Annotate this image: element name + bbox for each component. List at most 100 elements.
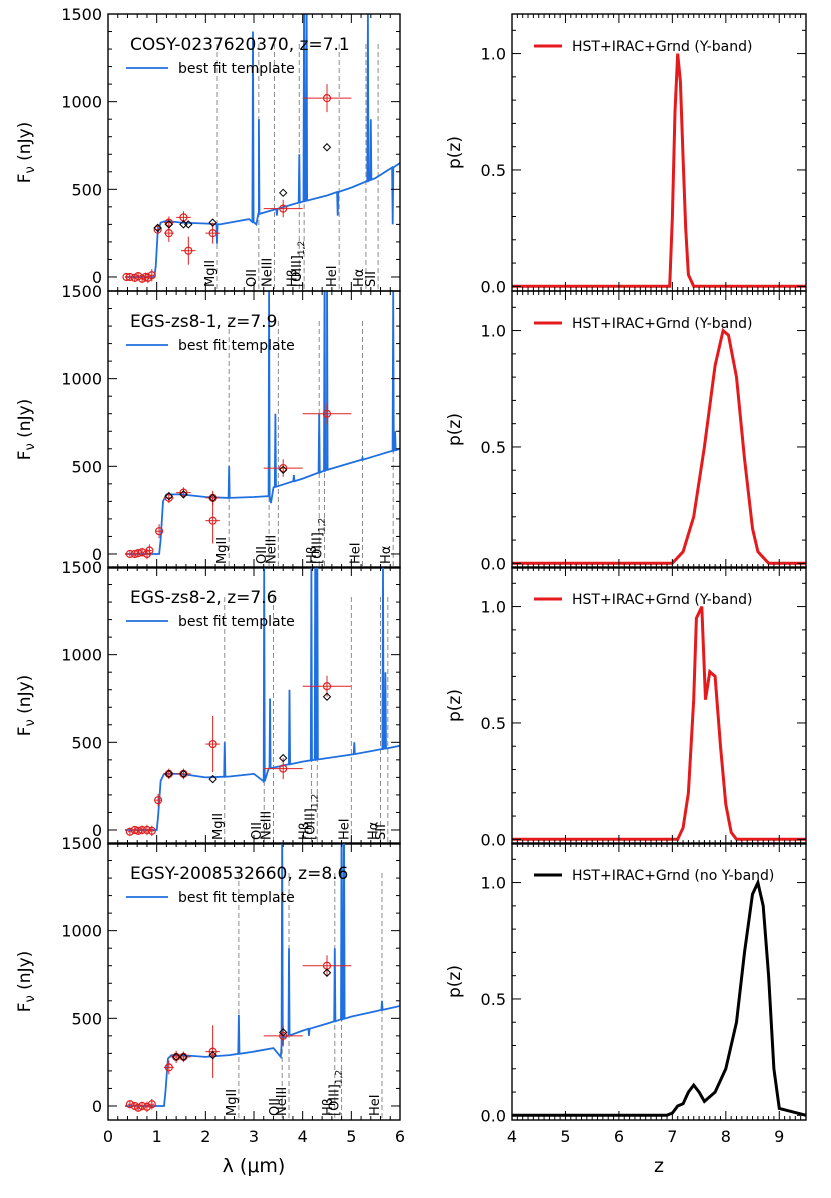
emission-line-label: NeIII bbox=[260, 258, 275, 287]
best-fit-template-line bbox=[125, 14, 400, 278]
emission-line-label: Hβ bbox=[297, 822, 312, 840]
photometry-marker bbox=[125, 272, 134, 282]
photometry-point bbox=[163, 1060, 174, 1075]
emission-line-label: [OIII]1,2 bbox=[328, 1070, 345, 1116]
photometry-point bbox=[147, 269, 156, 282]
photometry-point bbox=[154, 794, 163, 807]
emission-line-label: NeIII bbox=[275, 1087, 290, 1116]
best-fit-template-line bbox=[125, 567, 400, 831]
photometry-marker bbox=[142, 825, 152, 835]
photometry-marker bbox=[208, 516, 217, 525]
photometry-marker bbox=[164, 218, 173, 227]
emission-line-label: Hα bbox=[367, 822, 382, 840]
pz-y-axis-label: p(z) bbox=[445, 413, 465, 446]
y-tick-label: 1000 bbox=[61, 370, 102, 389]
photometry-marker bbox=[153, 225, 162, 234]
sed-x-axis-label: λ (μm) bbox=[223, 1155, 286, 1177]
model-flux-marker bbox=[278, 1028, 288, 1037]
y-tick-label: 1500 bbox=[61, 282, 102, 301]
photometry-point bbox=[205, 716, 220, 773]
emission-line-label: OII bbox=[255, 546, 270, 564]
photometry-marker bbox=[147, 271, 156, 280]
photometry-marker bbox=[208, 229, 217, 238]
emission-line-label: Hα bbox=[379, 546, 394, 564]
y-tick-label: 0 bbox=[92, 268, 102, 287]
model-flux-marker bbox=[164, 491, 174, 501]
pz-plot-area bbox=[512, 327, 806, 565]
x-tick-label: 1 bbox=[152, 1127, 162, 1146]
emission-line-label: [OIII]1,2 bbox=[311, 518, 328, 564]
legend-label: HST+IRAC+Grnd (Y-band) bbox=[572, 316, 752, 332]
photometry-marker bbox=[145, 546, 154, 555]
x-tick-label: 5 bbox=[346, 1127, 356, 1146]
pz-y-axis-label: p(z) bbox=[445, 965, 465, 998]
emission-line-label: Hα bbox=[352, 269, 367, 287]
emission-line-label: SII bbox=[374, 824, 389, 840]
emission-line-label: MgII bbox=[225, 1089, 240, 1116]
axis-frame bbox=[107, 566, 401, 845]
model-flux-marker bbox=[208, 493, 217, 503]
model-flux-marker bbox=[164, 769, 174, 779]
model-flux-marker bbox=[179, 769, 188, 779]
model-flux-marker bbox=[208, 1050, 217, 1060]
sed-y-axis-label: Fν (nJy) bbox=[15, 399, 38, 461]
y-tick-label: 1000 bbox=[61, 93, 102, 112]
emission-line-label: SII bbox=[364, 271, 379, 287]
x-tick-label: 8 bbox=[721, 1127, 731, 1146]
model-flux-marker bbox=[208, 774, 217, 784]
photometry-marker bbox=[279, 463, 288, 473]
y-tick-label: 0.5 bbox=[481, 438, 506, 457]
pz-panel: 0.0 0.5 1.0 HST+IRAC+Grnd (Y-band) p(z) bbox=[445, 13, 807, 296]
model-flux-marker bbox=[179, 220, 188, 229]
photometry-marker bbox=[279, 1031, 288, 1040]
photometry-marker bbox=[322, 94, 332, 103]
emission-line-label: NeIII bbox=[264, 535, 279, 564]
x-tick-label: 2 bbox=[200, 1127, 210, 1146]
photometry-marker bbox=[322, 409, 332, 418]
model-flux-marker bbox=[278, 465, 288, 475]
pz-y-axis-label: p(z) bbox=[445, 689, 465, 722]
pz-panel: 0.0 0.5 1.0 4 5 6 7 8 9 HST+IRAC+Grnd (no Y-band)… bbox=[445, 842, 807, 1146]
x-tick-label: 5 bbox=[560, 1127, 570, 1146]
emission-line-label: HeI bbox=[337, 818, 352, 840]
y-tick-label: 1.0 bbox=[481, 874, 506, 893]
y-tick-label: 500 bbox=[71, 457, 102, 476]
photometry-point bbox=[145, 544, 154, 557]
pz-plot-area bbox=[512, 53, 806, 288]
model-flux-marker bbox=[322, 143, 332, 152]
x-tick-label: 4 bbox=[298, 1127, 308, 1146]
pz-column: 0.00.51.0 HST+IRAC+Grnd (Y-band)p(z)0.00.… bbox=[445, 13, 807, 1146]
y-tick-label: 1000 bbox=[61, 646, 102, 665]
pz-curve bbox=[512, 327, 806, 565]
x-tick-label: 7 bbox=[667, 1127, 677, 1146]
y-tick-label: 500 bbox=[71, 733, 102, 752]
pz-curve bbox=[512, 53, 806, 288]
emission-line-label: HeI bbox=[349, 542, 364, 564]
y-tick-label: 0.0 bbox=[481, 830, 506, 849]
y-tick-label: 500 bbox=[71, 180, 102, 199]
y-tick-label: 1500 bbox=[61, 5, 102, 24]
model-flux-marker bbox=[322, 968, 332, 977]
photometry-marker bbox=[147, 1100, 156, 1109]
photometry-point bbox=[163, 216, 174, 229]
y-tick-label: 0 bbox=[92, 545, 102, 564]
photometry-marker bbox=[137, 548, 147, 557]
axis-frame bbox=[511, 13, 807, 292]
photometry-marker bbox=[147, 826, 156, 835]
sed-y-axis-label: Fν (nJy) bbox=[15, 951, 38, 1013]
y-tick-label: 0.0 bbox=[481, 554, 506, 573]
legend-label: best fit template bbox=[178, 61, 295, 77]
photometry-point bbox=[163, 492, 174, 504]
sed-panel-title: COSY-0237620370, z=7.1 bbox=[130, 35, 350, 55]
model-flux-marker bbox=[278, 188, 288, 198]
photometry-point bbox=[142, 1101, 152, 1113]
emission-line-label: [OIII]1,2 bbox=[290, 241, 307, 287]
y-tick-label: 1.0 bbox=[481, 45, 506, 64]
sed-y-axis-label: Fν (nJy) bbox=[15, 122, 38, 184]
axis-frame bbox=[511, 842, 807, 1121]
